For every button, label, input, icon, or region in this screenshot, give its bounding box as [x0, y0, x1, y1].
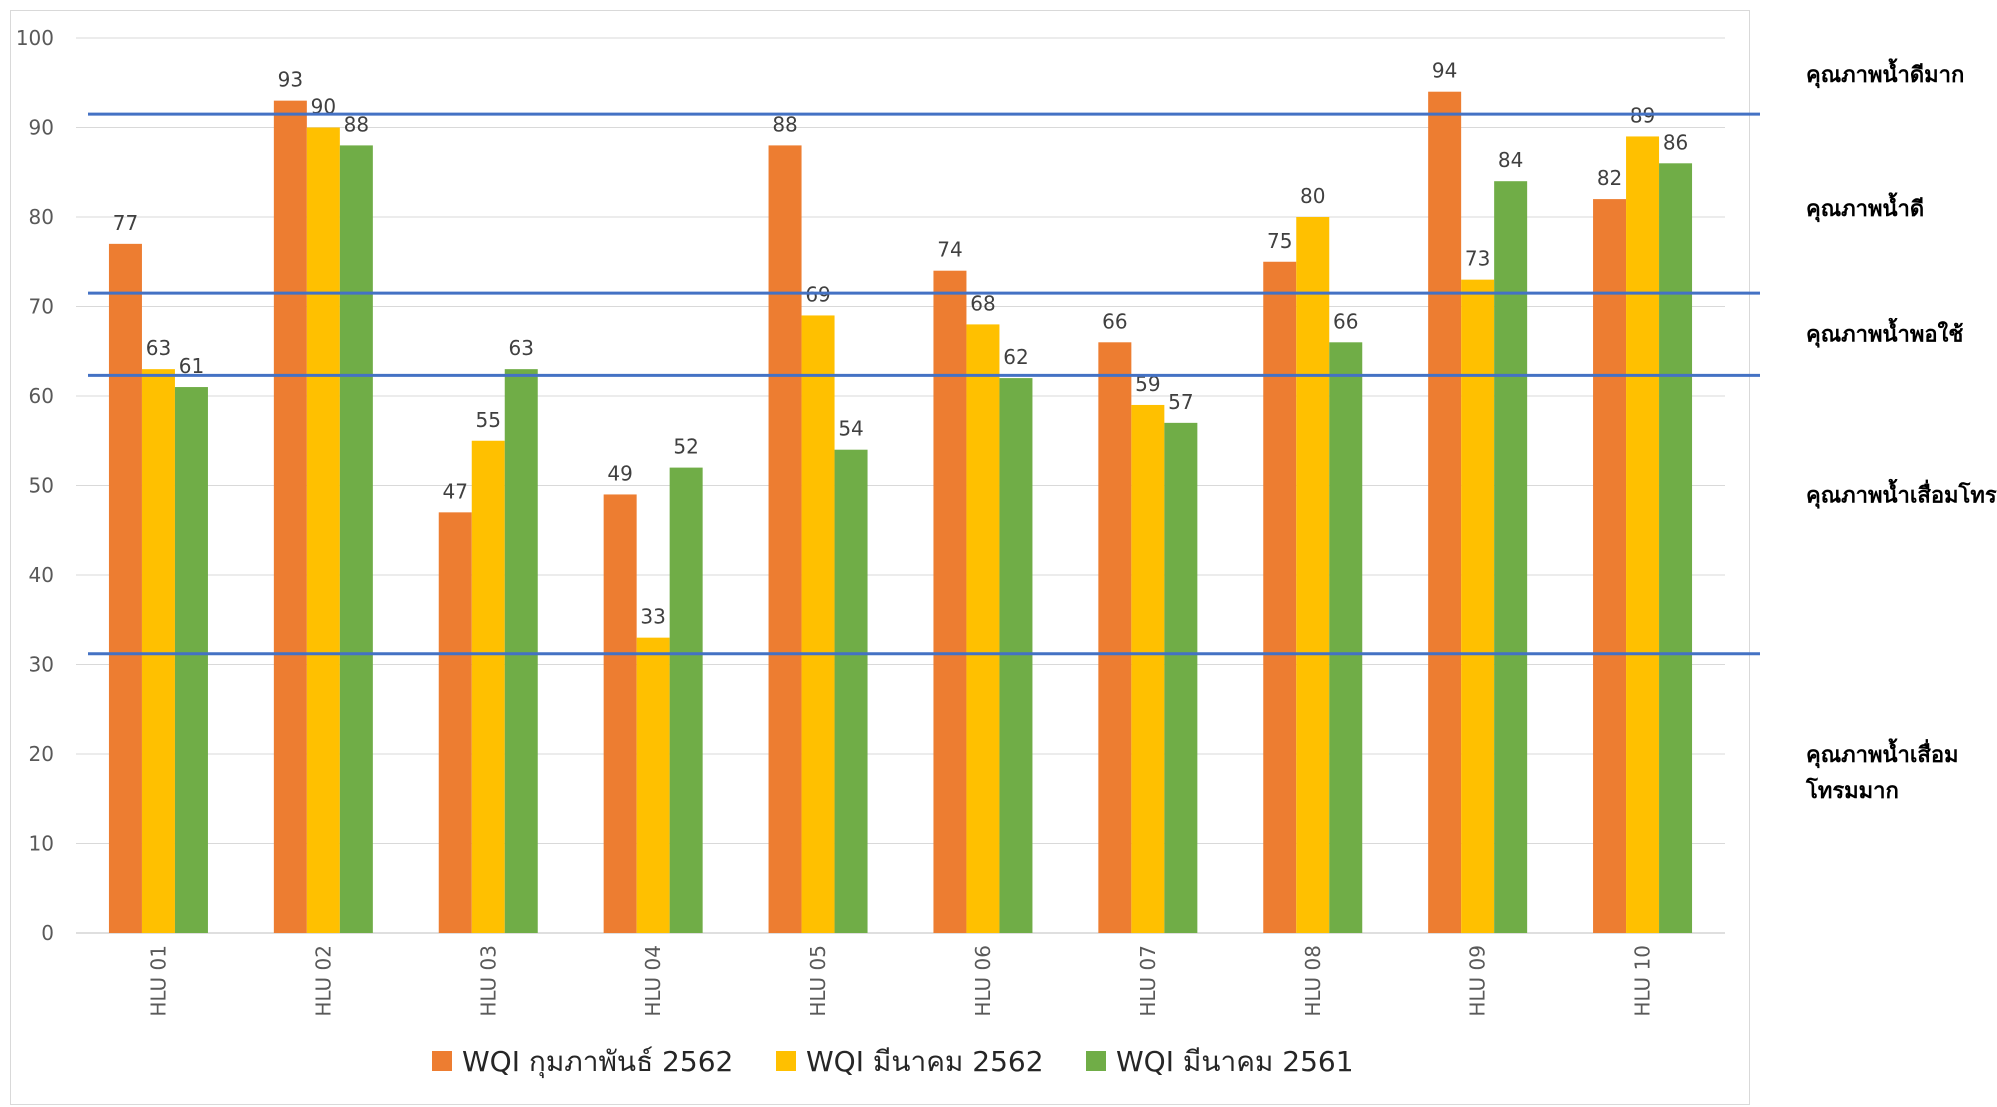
bar	[966, 324, 1000, 933]
bar	[339, 145, 373, 933]
bar	[306, 127, 340, 933]
y-tick-label: 0	[41, 921, 54, 945]
bar	[1296, 217, 1330, 933]
bar	[504, 369, 538, 933]
bar	[1098, 342, 1132, 933]
legend-swatch	[776, 1051, 796, 1071]
y-tick-label: 30	[29, 653, 54, 677]
x-category-label: HLU 04	[641, 945, 665, 1017]
quality-band-label: คุณภาพน้ำดีมาก	[1806, 58, 1964, 89]
bar	[1164, 422, 1198, 933]
bar	[801, 315, 835, 933]
bar	[108, 243, 142, 934]
bar	[768, 145, 802, 933]
data-label: 88	[344, 112, 369, 136]
legend-label: WQI กุมภาพันธ์ 2562	[462, 1045, 733, 1079]
quality-band-label: โทรมมาก	[1805, 777, 1899, 804]
legend-label: WQI มีนาคม 2562	[806, 1045, 1044, 1078]
bar	[1428, 91, 1462, 933]
bar	[1659, 163, 1693, 934]
bar	[1263, 261, 1297, 933]
data-label: 66	[1333, 309, 1358, 333]
y-tick-label: 80	[29, 205, 54, 229]
data-label: 62	[1003, 345, 1028, 369]
x-category-label: HLU 10	[1631, 945, 1655, 1017]
legend-label: WQI มีนาคม 2561	[1116, 1045, 1354, 1078]
data-label: 55	[476, 408, 501, 432]
y-tick-label: 10	[29, 832, 54, 856]
y-tick-label: 20	[29, 742, 54, 766]
bar	[1131, 404, 1165, 933]
legend-swatch	[1086, 1051, 1106, 1071]
x-category-label: HLU 03	[476, 945, 500, 1017]
data-label: 77	[113, 211, 138, 235]
y-tick-label: 40	[29, 563, 54, 587]
legend-swatch	[432, 1051, 452, 1071]
data-label: 94	[1432, 59, 1457, 83]
bar	[141, 369, 175, 933]
bar	[636, 637, 670, 933]
data-label: 33	[640, 605, 665, 629]
x-category-label: HLU 06	[971, 945, 995, 1017]
bar	[1329, 342, 1363, 933]
y-tick-label: 60	[29, 384, 54, 408]
y-tick-label: 90	[29, 116, 54, 140]
data-label: 54	[838, 417, 863, 441]
data-label: 57	[1168, 390, 1193, 414]
y-tick-label: 100	[16, 26, 54, 50]
y-tick-label: 70	[29, 295, 54, 319]
bar	[273, 100, 307, 933]
data-label: 49	[607, 461, 632, 485]
bar	[999, 378, 1033, 934]
data-label: 80	[1300, 184, 1325, 208]
x-category-label: HLU 07	[1136, 945, 1160, 1017]
data-label: 52	[673, 435, 698, 459]
bar	[1593, 199, 1627, 934]
bar	[834, 449, 868, 933]
x-category-label: HLU 02	[311, 945, 335, 1017]
data-label: 75	[1267, 229, 1292, 253]
bar	[1494, 181, 1528, 933]
quality-band-label: คุณภาพน้ำเสื่อม	[1806, 738, 1959, 769]
data-label: 73	[1465, 247, 1490, 271]
data-label: 74	[937, 238, 962, 262]
bar	[471, 440, 505, 933]
x-category-label: HLU 01	[146, 945, 170, 1017]
data-label: 82	[1597, 166, 1622, 190]
data-label: 47	[443, 479, 468, 503]
data-label: 84	[1498, 148, 1523, 172]
data-label: 86	[1663, 130, 1688, 154]
data-label: 68	[970, 291, 995, 315]
bar	[174, 387, 208, 933]
data-label: 93	[278, 68, 303, 92]
data-label: 63	[146, 336, 171, 360]
data-label: 63	[509, 336, 534, 360]
x-category-label: HLU 09	[1466, 945, 1490, 1017]
bar	[1461, 279, 1495, 933]
bar	[1626, 136, 1660, 933]
x-category-label: HLU 08	[1301, 945, 1325, 1017]
quality-band-label: คุณภาพน้ำเสื่อมโทรม	[1806, 478, 1997, 509]
data-label: 66	[1102, 309, 1127, 333]
x-category-label: HLU 05	[806, 945, 830, 1017]
bar	[603, 494, 637, 933]
bar	[933, 270, 967, 933]
bar	[438, 512, 472, 933]
quality-band-label: คุณภาพน้ำพอใช้	[1806, 317, 1963, 348]
quality-band-label: คุณภาพน้ำดี	[1806, 192, 1924, 223]
bar	[669, 467, 703, 933]
data-label: 88	[772, 112, 797, 136]
y-tick-label: 50	[29, 474, 54, 498]
